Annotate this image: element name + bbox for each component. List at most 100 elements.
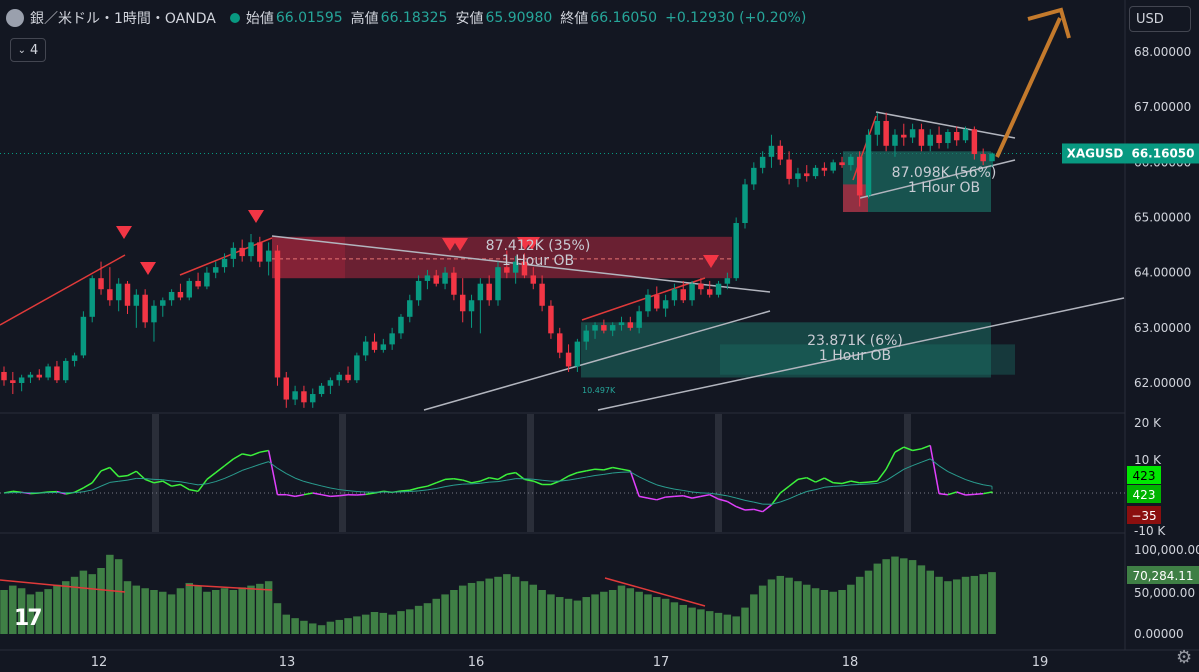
candle-body[interactable] — [962, 129, 969, 141]
candle-body[interactable] — [759, 156, 766, 168]
candle-body[interactable] — [398, 316, 404, 334]
candle-body[interactable] — [133, 294, 140, 306]
candle-body[interactable] — [468, 300, 475, 312]
candle-body[interactable] — [839, 162, 845, 166]
candle-body[interactable] — [971, 129, 978, 155]
candle-body[interactable] — [980, 154, 986, 162]
candle-body[interactable] — [283, 377, 290, 400]
candle-body[interactable] — [195, 280, 201, 287]
candle-body[interactable] — [477, 283, 484, 301]
candle-body[interactable] — [715, 283, 722, 295]
candle-body[interactable] — [636, 311, 642, 328]
candle-body[interactable] — [953, 131, 960, 141]
tradingview-logo-icon[interactable]: 17 — [14, 606, 43, 631]
candle-body[interactable] — [786, 159, 792, 179]
candle-body[interactable] — [204, 272, 210, 287]
candle-body[interactable] — [124, 283, 131, 306]
candle-body[interactable] — [248, 242, 254, 257]
candle-body[interactable] — [336, 374, 342, 381]
candle-body[interactable] — [301, 391, 307, 403]
candle-body[interactable] — [265, 250, 272, 262]
candle-body[interactable] — [865, 134, 872, 196]
candle-body[interactable] — [371, 341, 378, 350]
candle-body[interactable] — [812, 167, 819, 177]
candle-body[interactable] — [160, 300, 166, 306]
candle-body[interactable] — [18, 377, 25, 383]
candle-body[interactable] — [530, 275, 537, 284]
candle-body[interactable] — [345, 374, 351, 381]
candle-body[interactable] — [830, 162, 836, 171]
candle-body[interactable] — [989, 153, 995, 162]
candle-body[interactable] — [909, 129, 916, 138]
candle-body[interactable] — [671, 289, 678, 301]
candle-body[interactable] — [389, 333, 395, 345]
candle-body[interactable] — [742, 184, 748, 224]
candle-body[interactable] — [486, 283, 492, 301]
candle-body[interactable] — [574, 341, 581, 367]
candle-body[interactable] — [186, 280, 192, 298]
candle-body[interactable] — [451, 272, 457, 295]
candle-body[interactable] — [362, 341, 369, 356]
candle-body[interactable] — [698, 283, 704, 290]
currency-button[interactable]: USD — [1129, 6, 1191, 32]
candle-body[interactable] — [424, 275, 431, 281]
candle-body[interactable] — [565, 352, 572, 367]
candle-body[interactable] — [107, 289, 113, 301]
candle-body[interactable] — [10, 380, 16, 383]
candle-body[interactable] — [54, 366, 60, 381]
candle-body[interactable] — [415, 280, 422, 301]
candle-body[interactable] — [98, 278, 104, 290]
candle-body[interactable] — [689, 283, 695, 301]
candle-body[interactable] — [706, 289, 713, 295]
candle-body[interactable] — [142, 294, 148, 323]
candle-body[interactable] — [768, 145, 775, 157]
candle-body[interactable] — [442, 272, 448, 284]
candle-body[interactable] — [680, 289, 686, 301]
candle-body[interactable] — [662, 300, 669, 309]
candle-body[interactable] — [230, 247, 237, 259]
candle-body[interactable] — [936, 134, 942, 144]
candle-body[interactable] — [27, 374, 34, 378]
candle-body[interactable] — [1, 371, 7, 381]
order-block-bearish[interactable] — [272, 236, 732, 279]
candle-body[interactable] — [654, 294, 660, 309]
candle-body[interactable] — [645, 294, 651, 312]
candle-body[interactable] — [724, 278, 731, 284]
candle-body[interactable] — [883, 120, 889, 146]
candle-body[interactable] — [804, 173, 810, 177]
order-block-bullish-lower[interactable] — [581, 322, 991, 378]
candle-body[interactable] — [521, 261, 528, 276]
candle-body[interactable] — [557, 333, 563, 353]
candle-body[interactable] — [168, 291, 175, 301]
candle-body[interactable] — [221, 258, 228, 268]
candle-body[interactable] — [918, 129, 925, 146]
candle-body[interactable] — [380, 344, 387, 350]
candle-body[interactable] — [45, 366, 51, 378]
candle-body[interactable] — [310, 394, 316, 403]
candle-body[interactable] — [433, 275, 439, 284]
candle-body[interactable] — [777, 145, 784, 160]
candle-body[interactable] — [71, 355, 78, 361]
candle-body[interactable] — [327, 380, 334, 386]
candle-body[interactable] — [80, 316, 87, 356]
candle-body[interactable] — [945, 131, 951, 144]
candle-body[interactable] — [212, 267, 219, 273]
candle-body[interactable] — [821, 167, 828, 171]
settings-gear-icon[interactable]: ⚙ — [1176, 647, 1193, 668]
candle-body[interactable] — [901, 134, 907, 138]
candle-body[interactable] — [512, 261, 519, 273]
candle-body[interactable] — [504, 267, 510, 273]
candle-body[interactable] — [177, 291, 184, 298]
candle-body[interactable] — [927, 134, 933, 146]
candle-body[interactable] — [274, 250, 281, 378]
candle-body[interactable] — [257, 242, 263, 262]
candle-body[interactable] — [151, 305, 157, 323]
candle-body[interactable] — [36, 374, 43, 378]
candle-body[interactable] — [318, 385, 325, 395]
candle-body[interactable] — [292, 391, 298, 400]
candle-body[interactable] — [609, 325, 616, 331]
candle-body[interactable] — [733, 223, 739, 279]
symbol-title[interactable]: 銀／米ドル・1時間・OANDA — [30, 11, 216, 27]
candle-body[interactable] — [539, 283, 545, 306]
